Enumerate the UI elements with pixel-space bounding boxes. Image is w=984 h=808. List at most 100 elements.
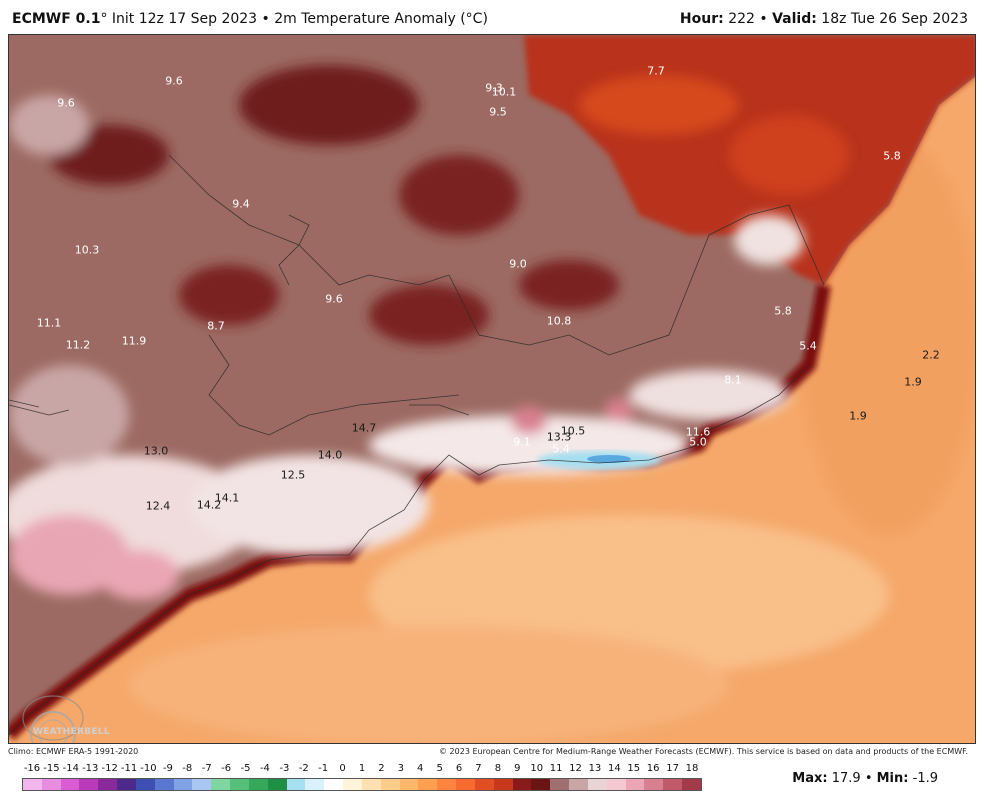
color-scale: -16 -15 -14 -13 -12 -11 -10 -9 -8 -7 -6 -5 -4 -3 -2 -1 0… (22, 763, 702, 793)
map-value-label: 14.1 (214, 491, 240, 505)
scale-swatch (587, 779, 607, 790)
map-value-label: 10.1 (491, 85, 517, 99)
scale-tick-label: 6 (455, 763, 463, 774)
scale-swatch (399, 779, 419, 790)
scale-tick-label: 16 (646, 763, 660, 774)
map-value-label: 9.0 (509, 257, 527, 271)
scale-tick-label: 1 (358, 763, 366, 774)
valid-label: Valid: (772, 11, 817, 27)
scale-tick-label: 18 (685, 763, 699, 774)
scale-tick-label: -1 (318, 763, 329, 774)
scale-swatch (361, 779, 381, 790)
scale-swatch (305, 779, 325, 790)
map-value-label: 5.0 (689, 435, 707, 449)
scale-tick-label: 12 (569, 763, 582, 774)
min-value: -1.9 (912, 771, 938, 786)
scale-tick-label: 10 (530, 763, 544, 774)
scale-swatch (569, 779, 588, 790)
scale-tick-label: 15 (627, 763, 641, 774)
scale-swatch (23, 779, 42, 790)
scale-tick-label: -7 (201, 763, 212, 774)
header: ECMWF 0.1° Init 12z 17 Sep 2023 • 2m Tem… (0, 0, 984, 34)
map-value-label: 14.0 (317, 448, 343, 462)
scale-swatch (512, 779, 532, 790)
map-value-label: 9.6 (325, 292, 343, 306)
scale-swatch (286, 779, 306, 790)
map-value-label: 10.3 (74, 243, 100, 257)
map-value-label: 12.5 (280, 468, 306, 482)
scale-tick-label: -9 (162, 763, 173, 774)
scale-swatch (474, 779, 494, 790)
scale-tick-label: -4 (259, 763, 270, 774)
map-value-label: 9.6 (57, 96, 75, 110)
scale-swatch (456, 779, 475, 790)
valid-value: 18z Tue 26 Sep 2023 (821, 11, 968, 27)
scale-ticks: -16 -15 -14 -13 -12 -11 -10 -9 -8 -7 -6 -5 -4 -3 -2 -1 0… (22, 763, 702, 777)
scale-tick-label: 4 (417, 763, 424, 774)
logo-text: WEATHERBELL (33, 727, 110, 737)
scale-swatch (625, 779, 645, 790)
map-value-label: 5.4 (552, 442, 570, 456)
scale-tick-label: -14 (62, 763, 79, 774)
scale-tick-label: 2 (378, 763, 385, 774)
map-value-label: 9.4 (232, 197, 250, 211)
map-value-label: 12.4 (145, 499, 171, 513)
min-label: Min: (876, 771, 909, 786)
scale-swatch (230, 779, 249, 790)
map-value-label: 11.9 (121, 334, 147, 348)
map-value-label: 1.9 (904, 375, 922, 389)
max-label: Max: (792, 771, 828, 786)
max-value: 17.9 (831, 771, 861, 786)
scale-swatch (79, 779, 99, 790)
valid-info: Hour: 222 • Valid: 18z Tue 26 Sep 2023 (679, 11, 968, 27)
scale-swatch (644, 779, 664, 790)
scale-swatch (343, 779, 362, 790)
max-min-info: Max: 17.9 • Min: -1.9 (792, 771, 938, 786)
scale-tick-label: -6 (221, 763, 232, 774)
scale-swatch (324, 779, 344, 790)
map-value-label: 10.8 (546, 314, 572, 328)
scale-bar (22, 778, 702, 791)
state-borders (9, 154, 825, 736)
map-value-label: 2.2 (922, 348, 940, 362)
scale-swatch (437, 779, 457, 790)
scale-swatch (154, 779, 174, 790)
map-value-label: 13.3 (546, 430, 572, 444)
map-value-label: 14.7 (351, 421, 377, 435)
anomaly-map: 9.6 9.6 9.3 10.1 9.5 7.7 5.8 9.4 10.3 9.0 9.6 5.8 10… (8, 34, 976, 744)
scale-swatch (418, 779, 438, 790)
scale-tick-label: 11 (549, 763, 563, 774)
scale-swatch (493, 779, 513, 790)
map-value-label: 5.4 (799, 339, 817, 353)
map-value-label: 9.3 (485, 81, 503, 95)
scale-tick-label: 13 (588, 763, 602, 774)
map-canvas (9, 35, 975, 743)
scale-tick-label: -8 (182, 763, 193, 774)
scale-swatch (663, 779, 682, 790)
scale-tick-label: 8 (494, 763, 502, 774)
scale-tick-label: -13 (82, 763, 99, 774)
scale-tick-label: 17 (666, 763, 679, 774)
scale-tick-label: -11 (120, 763, 138, 774)
scale-tick-label: -16 (23, 763, 41, 774)
scale-swatch (248, 779, 268, 790)
map-value-label: 11.6 (685, 425, 711, 439)
scale-swatch (60, 779, 80, 790)
scale-tick-label: 9 (514, 763, 521, 774)
climo-note: Climo: ECMWF ERA-5 1991-2020 (8, 747, 139, 756)
scale-swatch (41, 779, 61, 790)
map-value-label: 8.7 (207, 319, 225, 333)
scale-tick-label: 14 (607, 763, 621, 774)
scale-swatch (267, 779, 287, 790)
hour-label: Hour: (679, 11, 724, 27)
scale-tick-label: -5 (240, 763, 251, 774)
scale-tick-label: -15 (43, 763, 60, 774)
map-value-label: 9.6 (165, 74, 183, 88)
scale-tick-label: 5 (436, 763, 443, 774)
scale-swatch (211, 779, 231, 790)
map-value-label: 9.1 (513, 435, 531, 449)
scale-swatch (550, 779, 570, 790)
map-value-label: 13.0 (143, 444, 169, 458)
scale-tick-label: -10 (140, 763, 157, 774)
map-title: ECMWF 0.1° Init 12z 17 Sep 2023 • 2m Tem… (12, 11, 488, 27)
